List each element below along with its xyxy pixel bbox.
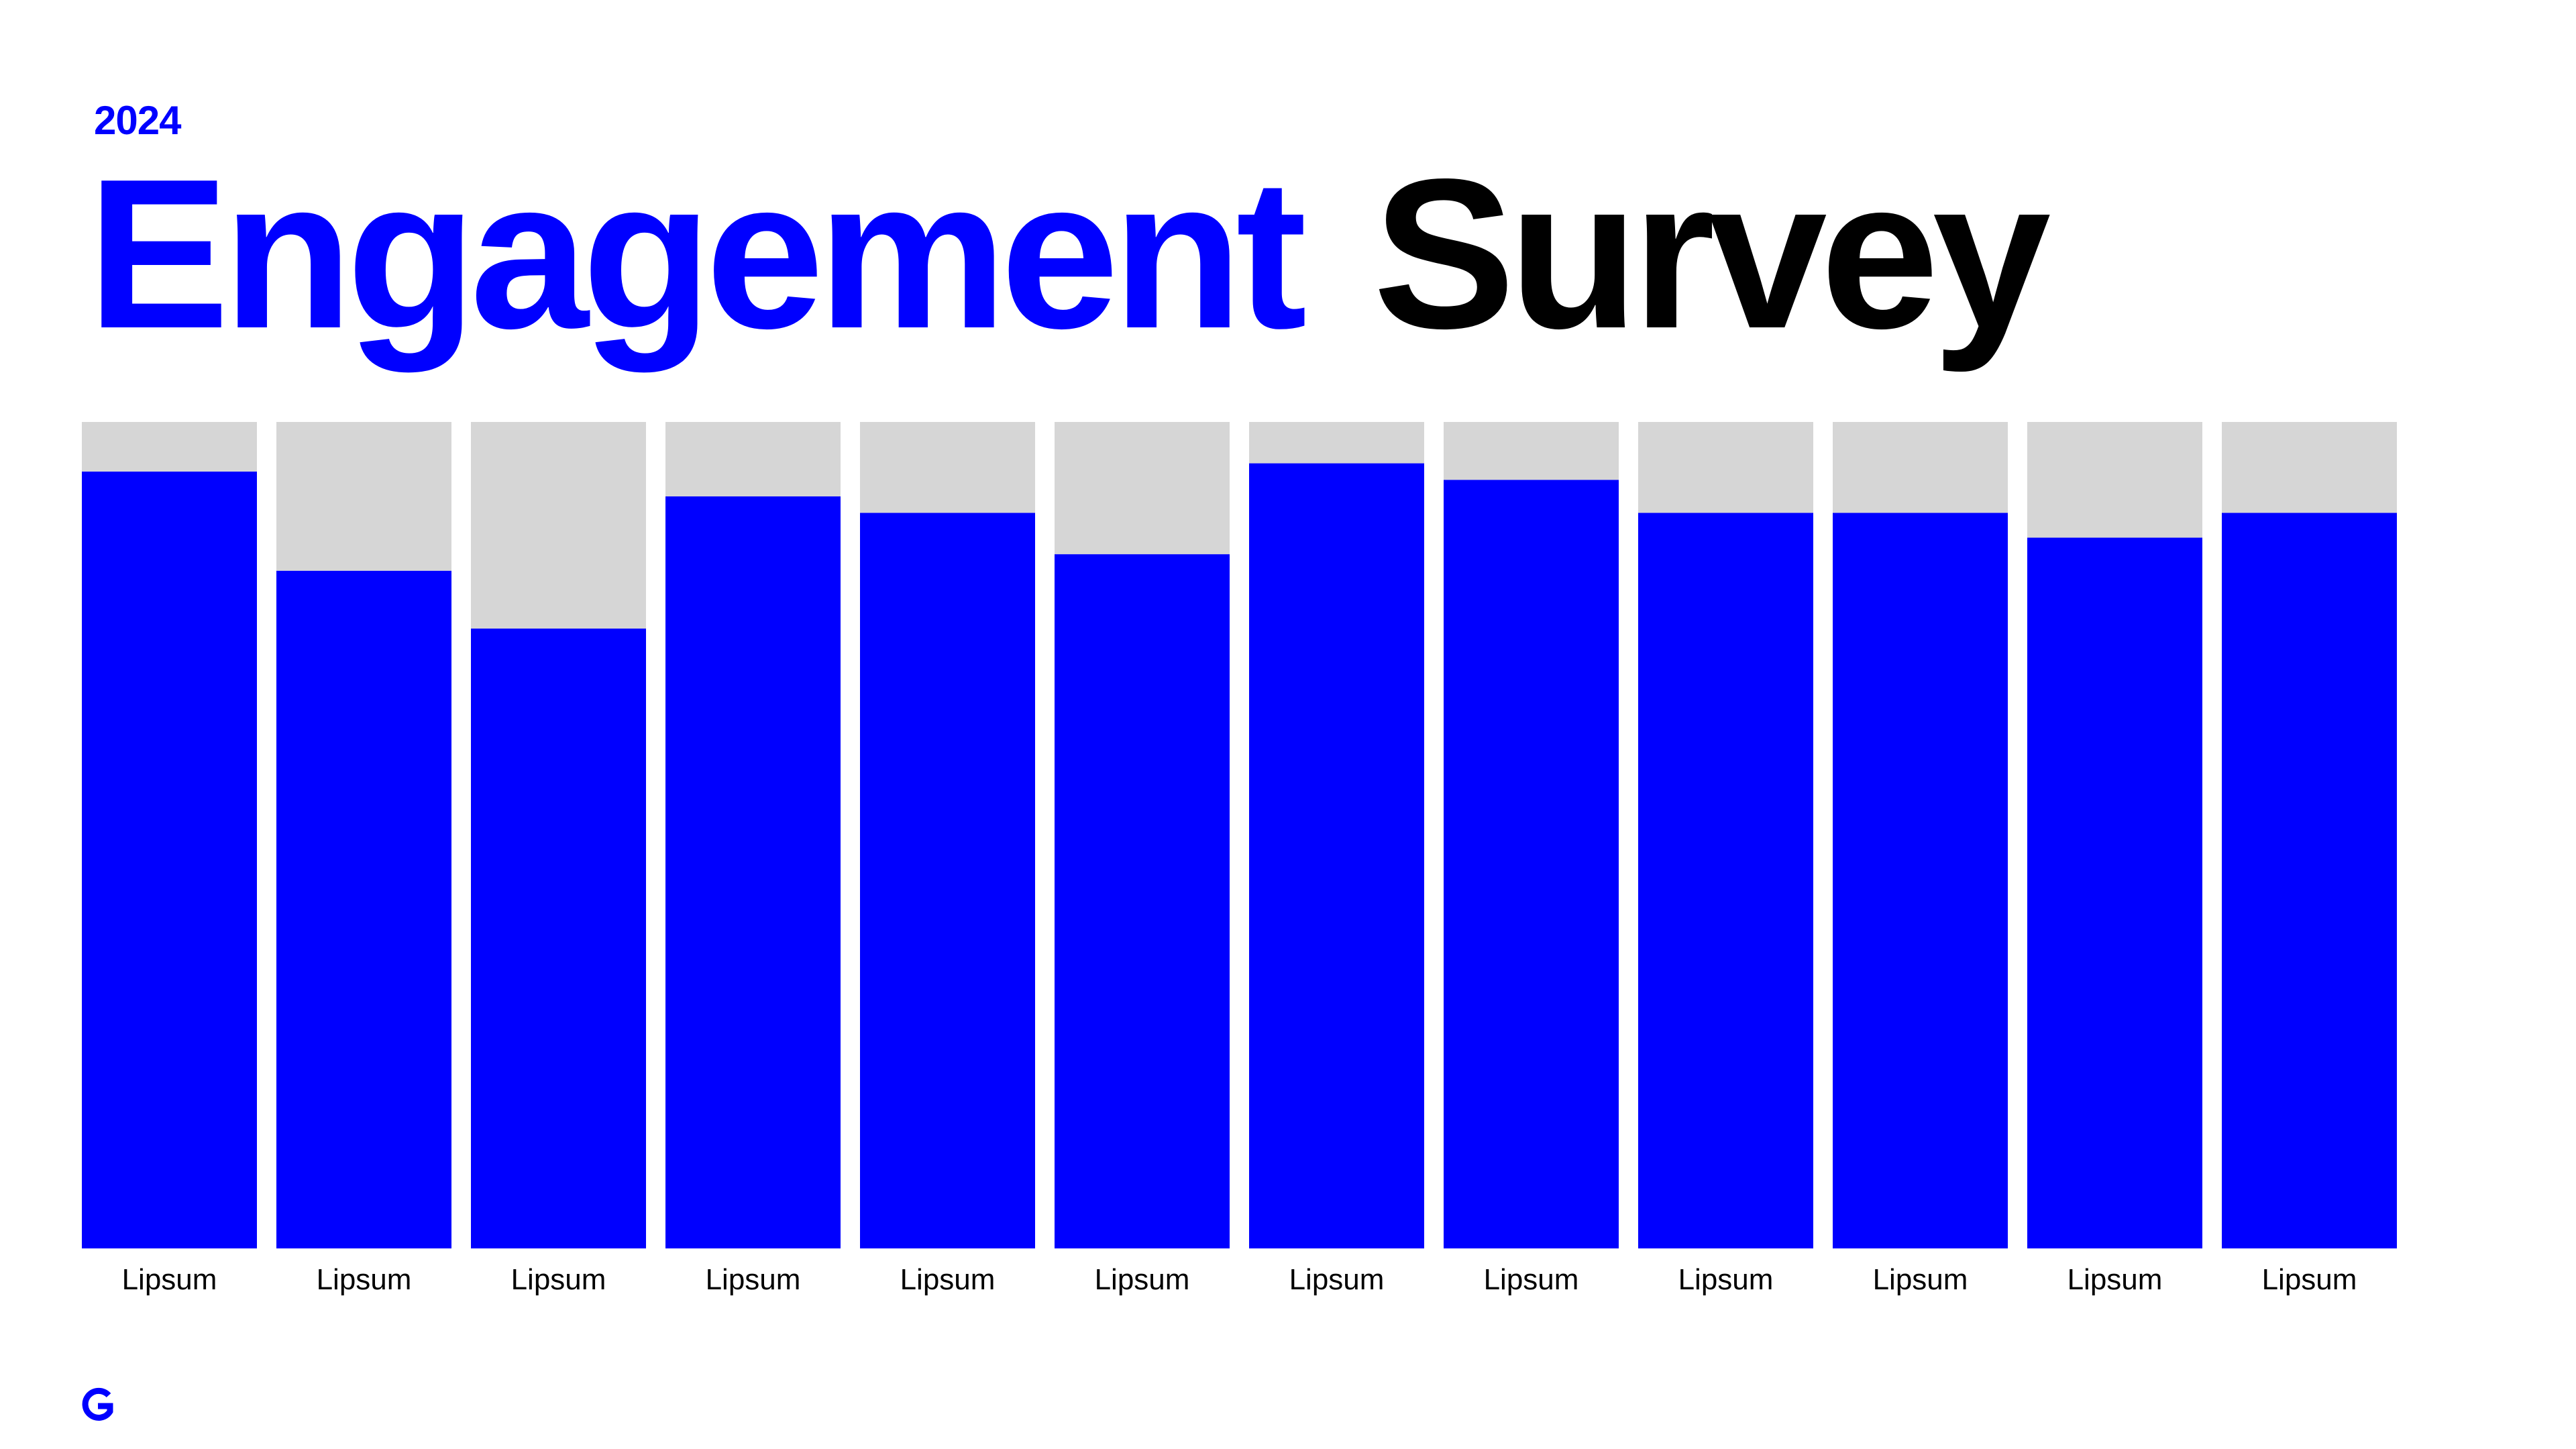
bar-segment	[471, 422, 646, 629]
x-tick-label: Lipsum	[706, 1263, 801, 1296]
bar-segment	[82, 422, 257, 472]
title-part: Survey	[1373, 135, 2053, 374]
bar-segment	[1249, 422, 1424, 464]
bar-segment	[1055, 422, 1230, 555]
bar-segment	[2222, 422, 2397, 513]
logo	[82, 1387, 113, 1421]
bar-segment	[1833, 422, 2008, 513]
bar-segment	[1055, 554, 1230, 1248]
x-tick-label: Lipsum	[511, 1263, 606, 1296]
chart-title: Engagement Survey	[87, 135, 2052, 374]
bar-segment	[2222, 513, 2397, 1248]
x-tick-label: Lipsum	[317, 1263, 412, 1296]
bar-segment	[471, 629, 646, 1248]
bar-segment	[665, 496, 841, 1248]
bar-segment	[276, 422, 451, 571]
x-tick-label: Lipsum	[122, 1263, 217, 1296]
x-tick-label: Lipsum	[1678, 1263, 1774, 1296]
bar-segment	[860, 513, 1035, 1248]
x-tick-label: Lipsum	[1484, 1263, 1579, 1296]
bar-segment	[1638, 513, 1813, 1248]
x-tick-label: Lipsum	[2262, 1263, 2357, 1296]
x-tick-label: Lipsum	[1289, 1263, 1385, 1296]
bar-segment	[82, 471, 257, 1249]
bar-segment	[1444, 422, 1619, 480]
bar-segment	[1638, 422, 1813, 513]
bar-segment	[1444, 480, 1619, 1248]
kicker: 2024	[94, 98, 182, 143]
x-tick-label: Lipsum	[2068, 1263, 2163, 1296]
bar-segment	[2027, 422, 2202, 538]
bar-segment	[1833, 513, 2008, 1248]
bar-segment	[2027, 537, 2202, 1248]
bar-segment	[860, 422, 1035, 513]
x-tick-label: Lipsum	[1873, 1263, 1968, 1296]
bar-segment	[1249, 463, 1424, 1248]
bar-segment	[276, 570, 451, 1248]
x-tick-label: Lipsum	[900, 1263, 996, 1296]
bar-segment	[665, 422, 841, 496]
logo-mark	[82, 1387, 113, 1421]
x-tick-label: Lipsum	[1095, 1263, 1190, 1296]
title-part: Engagement	[87, 135, 1306, 374]
